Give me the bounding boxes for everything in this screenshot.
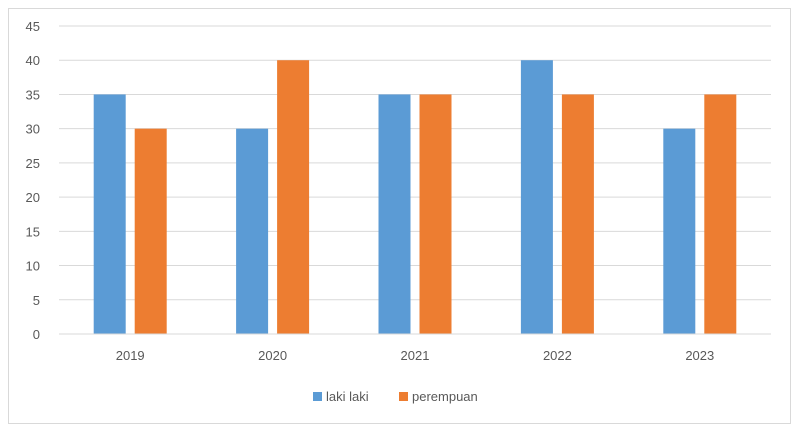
y-tick-label: 5 [33, 293, 40, 308]
legend: laki laki perempuan [313, 389, 478, 404]
gridlines [59, 25, 771, 301]
y-tick-label: 45 [26, 19, 40, 34]
bar-perempuan-2020 [277, 60, 310, 334]
bar-laki-laki-2020 [236, 128, 269, 334]
y-tick-label: 25 [26, 156, 40, 171]
y-tick-label: 0 [33, 327, 40, 342]
legend-swatch-perempuan [399, 392, 408, 401]
bar-perempuan-2019 [134, 128, 167, 334]
x-tick-label: 2019 [116, 348, 145, 363]
legend-label: laki laki [326, 389, 369, 404]
bar-perempuan-2021 [419, 94, 452, 334]
y-tick-label: 40 [26, 53, 40, 68]
x-tick-label: 2023 [685, 348, 714, 363]
bar-laki-laki-2021 [378, 94, 411, 334]
y-axis-ticks: 0 5 10 15 20 25 30 35 40 45 [26, 19, 40, 342]
bar-laki-laki-2023 [663, 128, 696, 334]
x-axis-ticks: 2019 2020 2021 2022 2023 [116, 348, 715, 363]
y-tick-label: 15 [26, 224, 40, 239]
bar-perempuan-2023 [704, 94, 737, 334]
bar-laki-laki-2022 [520, 60, 553, 334]
y-tick-label: 10 [26, 259, 40, 274]
bar-laki-laki-2019 [93, 94, 126, 334]
y-tick-label: 30 [26, 122, 40, 137]
y-tick-label: 35 [26, 87, 40, 102]
legend-swatch-laki-laki [313, 392, 322, 401]
x-tick-label: 2020 [258, 348, 287, 363]
bar-perempuan-2022 [561, 94, 594, 334]
x-tick-label: 2022 [543, 348, 572, 363]
y-tick-label: 20 [26, 190, 40, 205]
bars [93, 60, 737, 334]
x-tick-label: 2021 [401, 348, 430, 363]
legend-label: perempuan [412, 389, 478, 404]
